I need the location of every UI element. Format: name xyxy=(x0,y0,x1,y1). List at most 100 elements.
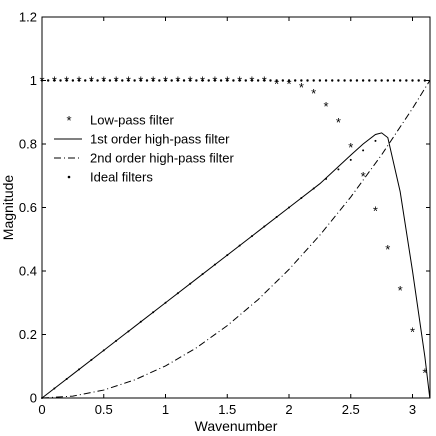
ideal-point xyxy=(102,79,105,82)
ideal-ramp-point xyxy=(374,139,377,142)
y-axis-label: Magnitude xyxy=(0,175,16,241)
ideal-point xyxy=(361,79,365,82)
ideal-point xyxy=(349,79,352,82)
ideal-point xyxy=(269,79,272,82)
ideal-point xyxy=(417,79,420,82)
ideal-point xyxy=(232,79,235,82)
ideal-point xyxy=(386,79,390,82)
ideal-point xyxy=(398,79,402,82)
plot-border xyxy=(41,16,431,399)
ideal-ramp-point xyxy=(312,187,315,190)
low-pass-point: * xyxy=(274,77,279,92)
ideal-ramp-point xyxy=(337,168,340,171)
x-tick-label: 3 xyxy=(409,402,416,417)
x-tick-label: 2.5 xyxy=(342,402,360,417)
ideal-point xyxy=(331,79,334,82)
legend-star-marker: * xyxy=(66,113,71,128)
ideal-point xyxy=(324,79,328,82)
low-pass-point: * xyxy=(361,169,366,184)
low-pass-point: * xyxy=(373,204,378,219)
ideal-point xyxy=(96,79,99,82)
ideal-ramp-point xyxy=(115,339,118,342)
ideal-point xyxy=(108,79,112,82)
ideal-ramp-point xyxy=(275,216,278,219)
ideal-point xyxy=(40,79,44,82)
ideal-ramp-point xyxy=(164,301,167,304)
ideal-point xyxy=(423,79,427,82)
ideal-point xyxy=(71,79,75,82)
ideal-point xyxy=(139,79,143,82)
ideal-point xyxy=(250,79,254,82)
ideal-point xyxy=(312,79,315,82)
x-tick-label: 2 xyxy=(285,402,292,417)
ideal-ramp-point xyxy=(226,254,229,257)
legend-dot-marker xyxy=(67,175,71,179)
low-pass-point: * xyxy=(385,242,390,257)
ideal-ramp-point xyxy=(53,387,56,390)
ideal-point xyxy=(151,79,155,82)
ideal-ramp-point xyxy=(213,263,216,266)
ideal-ramp-point xyxy=(201,273,204,276)
ideal-point xyxy=(374,79,377,82)
ideal-point xyxy=(392,79,396,82)
x-tick-label: 1 xyxy=(162,402,169,417)
ideal-point xyxy=(65,79,68,82)
ideal-point xyxy=(355,79,359,82)
low-pass-point: * xyxy=(336,115,341,130)
ideal-point xyxy=(244,79,247,82)
ideal-point xyxy=(133,79,136,82)
y-tick-label: 1 xyxy=(30,73,37,88)
ideal-point xyxy=(213,79,217,82)
ideal-ramp-point xyxy=(65,377,68,380)
low-pass-point: * xyxy=(299,80,304,95)
y-axis: 0 0.2 0.4 0.6 0.8 1 1.2 xyxy=(19,10,430,406)
ideal-point xyxy=(53,79,56,82)
ideal-ramp-point xyxy=(139,320,142,323)
x-tick-label: 0 xyxy=(38,402,45,417)
ideal-point xyxy=(226,79,229,82)
ideal-ramp-point xyxy=(362,149,365,152)
ideal-point xyxy=(263,79,266,82)
plot-frame xyxy=(41,16,431,399)
ideal-ramp-point xyxy=(325,177,328,180)
ideal-ramp-point xyxy=(263,225,266,228)
y-tick-label: 0 xyxy=(30,391,37,406)
ideal-ramp-point xyxy=(102,349,105,352)
x-axis: 0 0.5 1 1.5 2 2.5 3 xyxy=(38,17,416,417)
ideal-ramp-point xyxy=(176,292,179,295)
ideal-point xyxy=(189,79,192,82)
ideal-ramp-point xyxy=(78,368,81,371)
ideal-point xyxy=(411,79,414,82)
ideal-point xyxy=(337,79,340,82)
ideal-point xyxy=(275,79,278,82)
plot-marks: ******************************** xyxy=(39,74,431,399)
ideal-point xyxy=(343,79,346,82)
legend-entry-low-pass: * Low-pass filter xyxy=(66,113,174,129)
low-pass-point: * xyxy=(398,283,403,298)
legend-entry-ideal: Ideal filters xyxy=(67,170,153,185)
ideal-point xyxy=(84,79,87,82)
ideal-point xyxy=(380,79,383,82)
ideal-ramp-point xyxy=(288,206,291,209)
y-tick-label: 0.6 xyxy=(19,200,37,215)
ideal-ramp-point xyxy=(238,244,241,247)
legend-label-first-order: 1st order high-pass filter xyxy=(90,132,230,147)
ideal-point xyxy=(46,79,50,82)
ideal-point xyxy=(368,79,371,82)
ideal-point xyxy=(300,79,303,82)
ideal-point xyxy=(195,79,198,82)
ideal-ramp-point xyxy=(90,358,93,361)
y-tick-label: 0.4 xyxy=(19,264,37,279)
low-pass-point: * xyxy=(286,77,291,92)
ideal-point xyxy=(281,79,285,82)
low-pass-point: * xyxy=(422,366,427,381)
ideal-ramp-point xyxy=(349,158,352,161)
y-tick-label: 0.2 xyxy=(19,327,37,342)
ideal-point xyxy=(77,79,81,82)
ideal-point xyxy=(90,79,93,82)
ideal-point xyxy=(170,79,173,82)
ideal-point xyxy=(176,79,180,82)
ideal-point xyxy=(114,79,118,82)
y-tick-label: 1.2 xyxy=(19,10,37,25)
ideal-point xyxy=(318,79,322,82)
